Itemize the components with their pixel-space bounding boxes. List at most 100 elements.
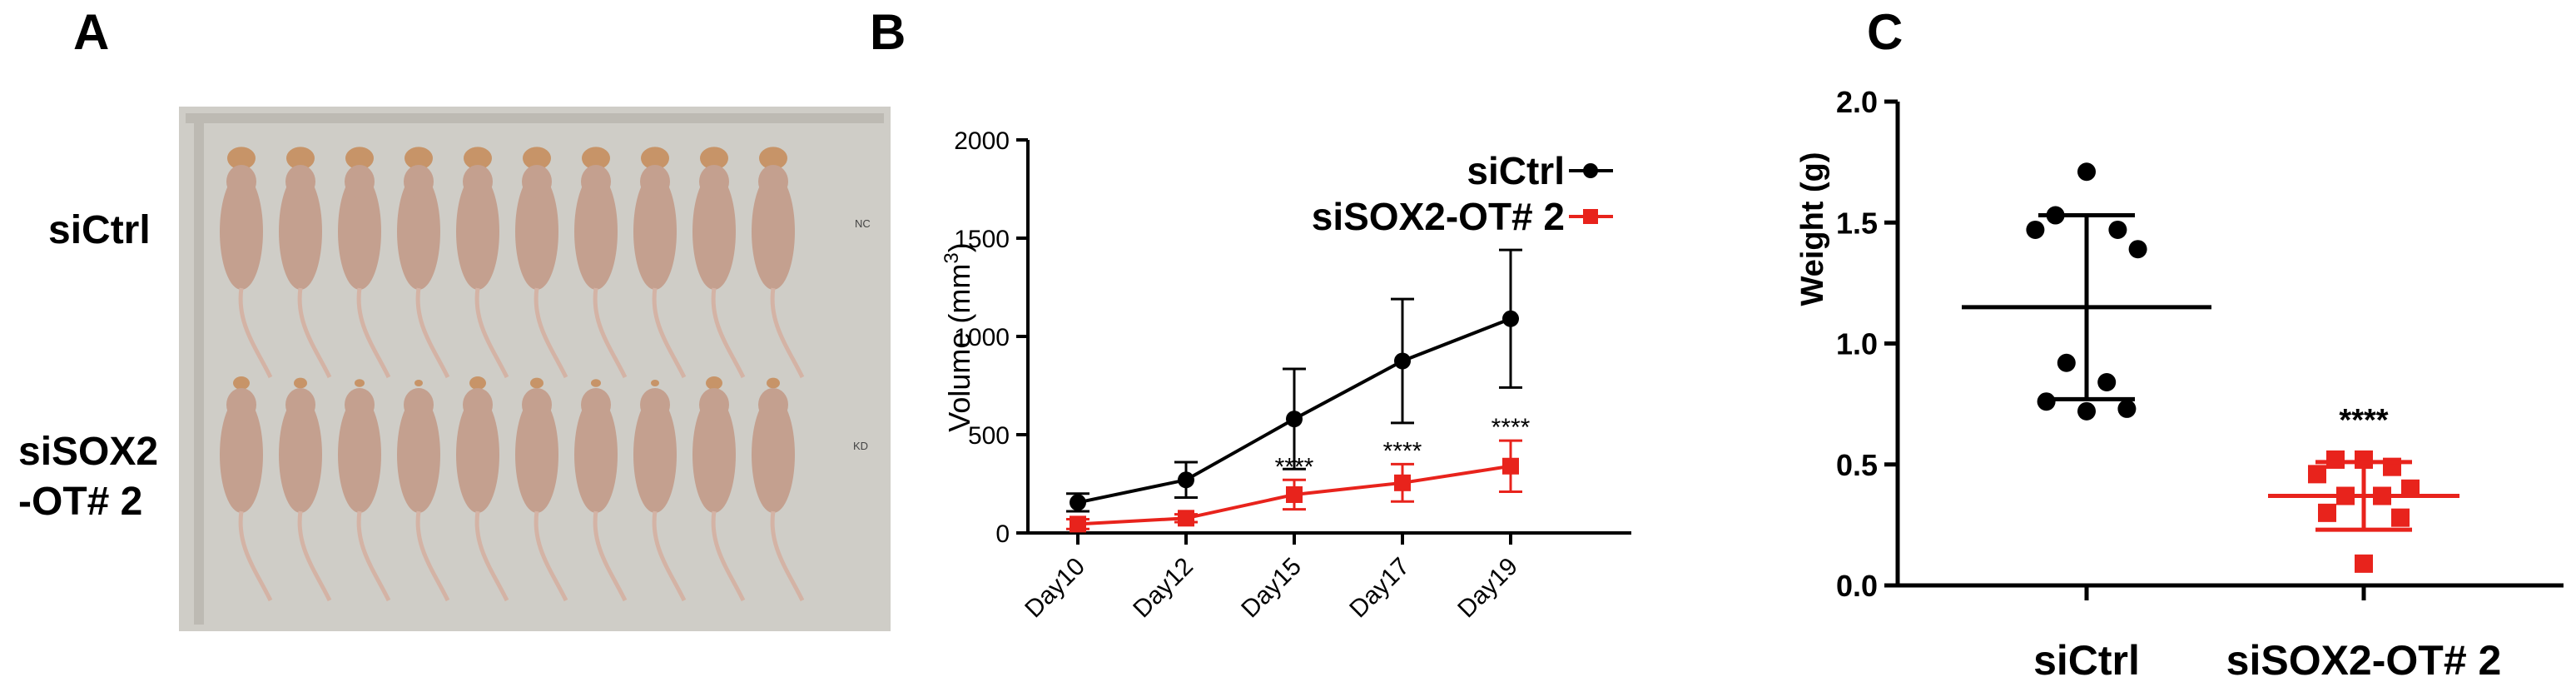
weight-y-axis-label: Weight (g) bbox=[1795, 152, 1830, 306]
weight-y-tick-label: 1.5 bbox=[1836, 206, 1878, 240]
mouse-body bbox=[515, 173, 558, 290]
tumor bbox=[464, 147, 492, 170]
tumor bbox=[355, 379, 365, 387]
volume-x-tick-label: Day15 bbox=[1236, 553, 1307, 624]
weight-point bbox=[2326, 450, 2345, 469]
volume-y-axis-label: Volume (mm3) bbox=[941, 242, 976, 431]
volume-point bbox=[1394, 352, 1411, 370]
row-label-ot2: -OT# 2 bbox=[18, 480, 143, 524]
weight-point bbox=[2117, 399, 2137, 418]
mouse-head bbox=[640, 165, 670, 198]
mouse-body bbox=[456, 173, 499, 290]
volume-y-tick-label: 0 bbox=[995, 520, 1010, 548]
tumor bbox=[405, 147, 433, 170]
mouse-tail bbox=[415, 287, 450, 379]
weight-y-tick-label: 0.0 bbox=[1836, 569, 1878, 603]
tumor bbox=[582, 147, 610, 170]
weight-x-tick-label: siSOX2-OT# 2 bbox=[2226, 637, 2502, 684]
volume-x-tick-label: Day10 bbox=[1020, 553, 1090, 624]
mouse-body bbox=[692, 173, 736, 290]
mouse-head bbox=[404, 388, 434, 421]
mouse-head bbox=[699, 165, 729, 198]
weight-point bbox=[2355, 554, 2373, 573]
tumor bbox=[591, 379, 601, 387]
mouse-body bbox=[574, 396, 618, 513]
mouse-tail bbox=[534, 510, 568, 602]
volume-legend-marker bbox=[1583, 163, 1598, 178]
volume-x-tick-label: Day19 bbox=[1452, 553, 1523, 624]
volume-point bbox=[1178, 471, 1194, 489]
volume-series-marks: **** **** **** bbox=[1066, 248, 1531, 533]
mouse-tail bbox=[297, 287, 332, 379]
mouse-tail bbox=[770, 510, 805, 602]
weight-point bbox=[2077, 162, 2096, 182]
volume-x-tick-label: Day17 bbox=[1344, 553, 1415, 624]
mouse-tail bbox=[770, 287, 805, 379]
volume-line-chart: 0 500 1000 1500 2000 Day10 Day12 Day15 Day17 Day1… bbox=[941, 127, 1631, 624]
mouse-body bbox=[220, 173, 263, 290]
mouse-head bbox=[226, 165, 256, 198]
volume-y-tick-label: 500 bbox=[968, 422, 1010, 450]
mouse-photo-drawing: NC KD bbox=[179, 107, 891, 631]
mouse-tail bbox=[238, 287, 273, 379]
mouse-body bbox=[633, 396, 677, 513]
photo-ruler-top bbox=[186, 113, 884, 123]
panel-letter-c: C bbox=[1867, 4, 1903, 60]
mouse-head bbox=[581, 165, 611, 198]
mouse-tail bbox=[593, 287, 628, 379]
weight-point bbox=[2318, 503, 2336, 522]
mouse-head bbox=[522, 388, 552, 421]
mouse-body bbox=[574, 173, 618, 290]
weight-x-tick-label: siCtrl bbox=[2033, 637, 2140, 684]
mouse-head bbox=[581, 388, 611, 421]
mouse-body bbox=[397, 396, 440, 513]
row-label-sisox2: siSOX2 bbox=[18, 430, 159, 474]
volume-point bbox=[1394, 474, 1411, 491]
tumor bbox=[227, 147, 256, 170]
tumor bbox=[286, 147, 315, 170]
volume-point bbox=[1070, 494, 1086, 511]
mice-row-bottom bbox=[220, 376, 805, 602]
volume-point bbox=[1286, 485, 1303, 503]
mouse-tail bbox=[652, 287, 687, 379]
mouse-tail bbox=[474, 510, 509, 602]
mouse-body bbox=[692, 396, 736, 513]
tumor bbox=[759, 147, 787, 170]
mouse-tail bbox=[415, 510, 450, 602]
photo-ruler-left bbox=[194, 113, 204, 625]
volume-point bbox=[1070, 515, 1086, 533]
volume-point bbox=[1286, 411, 1303, 428]
tumor bbox=[530, 377, 543, 389]
mouse-head bbox=[404, 165, 434, 198]
mouse-head bbox=[640, 388, 670, 421]
weight-point bbox=[2401, 479, 2420, 498]
volume-point bbox=[1502, 457, 1519, 475]
weight-point bbox=[2355, 450, 2373, 469]
mouse-body bbox=[338, 396, 381, 513]
mouse-head bbox=[345, 388, 375, 421]
tumor bbox=[233, 376, 250, 390]
mouse-body bbox=[752, 173, 795, 290]
mouse-body bbox=[515, 396, 558, 513]
weight-point bbox=[2308, 465, 2326, 484]
tumor bbox=[641, 147, 669, 170]
volume-significance-label: **** bbox=[1491, 414, 1531, 441]
tumor bbox=[700, 147, 728, 170]
weight-dot-plot: 0.0 0.5 1.0 1.5 2.0 siCtrl siSOX2-OT# 2 **** W… bbox=[1795, 85, 2564, 684]
panel-letter-a: A bbox=[73, 4, 110, 60]
mouse-tail bbox=[356, 510, 391, 602]
volume-legend-label: siSOX2-OT# 2 bbox=[1312, 195, 1565, 238]
volume-legend-label: siCtrl bbox=[1467, 149, 1565, 192]
mouse-head bbox=[463, 165, 493, 198]
volume-y-tick-label: 1500 bbox=[954, 226, 1010, 253]
volume-point bbox=[1178, 510, 1194, 527]
tumor bbox=[414, 380, 423, 386]
mouse-tail bbox=[711, 287, 746, 379]
weight-point bbox=[2037, 392, 2056, 411]
mouse-body bbox=[397, 173, 440, 290]
mouse-head bbox=[285, 388, 315, 421]
weight-point bbox=[2097, 372, 2117, 391]
tumor bbox=[767, 377, 780, 389]
mouse-body bbox=[633, 173, 677, 290]
weight-point bbox=[2077, 401, 2096, 421]
